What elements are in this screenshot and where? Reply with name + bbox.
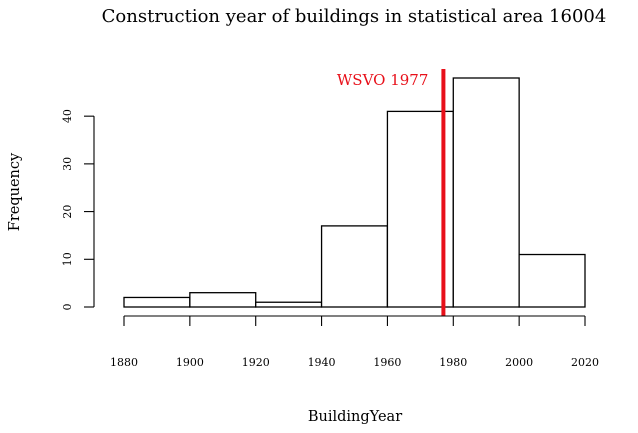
x-axis: 1880 1900 1920 1940 1960 1980 2000 2020 [110,315,599,369]
histogram-bar-1900-1920 [189,292,257,308]
histogram-bar-1880-1900 [123,296,191,308]
y-axis: 0 10 20 30 40 [61,109,95,311]
y-tick-label-10: 10 [61,252,74,266]
x-tick-label-2000: 2000 [505,356,533,369]
x-axis-label: BuildingYear [308,409,402,425]
y-tick-label-20: 20 [61,205,74,219]
x-tick-label-1900: 1900 [176,356,204,369]
y-tick-label-30: 30 [61,157,74,171]
histogram-bar-1980-2000 [452,77,520,308]
y-tick-label-40: 40 [61,109,74,123]
x-tick-label-2020: 2020 [571,356,599,369]
x-tick-label-1880: 1880 [110,356,138,369]
x-tick-label-1920: 1920 [242,356,270,369]
x-tick-label-1980: 1980 [439,356,467,369]
x-tick-label-1960: 1960 [373,356,401,369]
histogram-bar-2000-2020 [518,253,586,308]
y-axis-label: Frequency [7,152,23,231]
histogram-bar-1940-1960 [320,225,389,308]
bars-group [123,77,586,308]
reference-group: WSVO 1977 [337,69,446,316]
y-tick-label-0: 0 [61,304,74,311]
chart-title: Construction year of buildings in statis… [102,6,607,27]
x-tick-label-1940: 1940 [308,356,336,369]
reference-line-label: WSVO 1977 [337,71,429,89]
histogram-bar-1920-1940 [255,301,323,308]
